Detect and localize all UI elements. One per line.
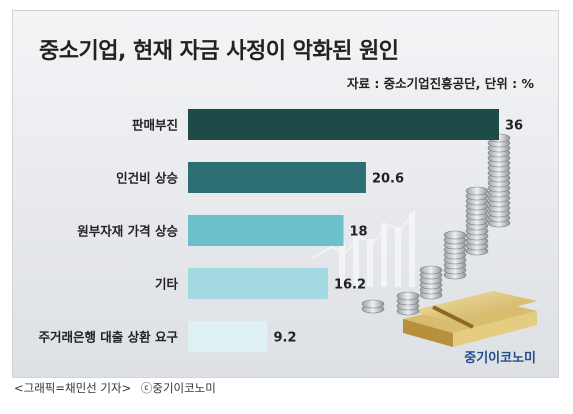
bar xyxy=(188,268,328,299)
publisher-logo: 중기이코노미 xyxy=(464,351,536,366)
coin xyxy=(443,230,467,240)
coin xyxy=(361,299,385,309)
graphic-credit: <그래픽=채민선 기자> xyxy=(14,381,132,395)
value-label: 20.6 xyxy=(372,172,404,187)
value-label: 36 xyxy=(505,119,523,134)
background-chart-panel xyxy=(310,210,416,287)
value-label: 16.2 xyxy=(334,278,366,293)
bar xyxy=(188,321,268,352)
copyright-note: ⓒ중기이코노미 xyxy=(140,381,216,395)
banknote-bundle-illustration xyxy=(403,291,537,347)
bar-chart: 판매부진 36 인건비 상승 20.6 원부자재 가격 상승 18 기타 16.2 주거래은행 … xyxy=(38,109,537,352)
category-label: 기타 xyxy=(155,277,179,292)
category-label: 인건비 상승 xyxy=(116,171,178,186)
infographic-frame: 중소기업, 현재 자금 사정이 악화된 원인 자료 : 중소기업진흥공단, 단위… xyxy=(12,10,559,378)
coin xyxy=(465,186,489,196)
value-label: 18 xyxy=(350,225,368,240)
decorative-finance-illustration xyxy=(310,133,537,347)
bar xyxy=(188,215,344,246)
coin xyxy=(396,291,420,301)
category-label: 원부자재 가격 상승 xyxy=(77,224,178,239)
coin-stacks-illustration xyxy=(361,133,511,316)
bar xyxy=(188,109,499,140)
source-note: 자료 : 중소기업진흥공단, 단위 : % xyxy=(346,76,534,91)
category-label: 주거래은행 대출 상환 요구 xyxy=(38,330,178,345)
category-label: 판매부진 xyxy=(132,118,178,133)
value-label: 9.2 xyxy=(273,331,296,346)
image-caption: <그래픽=채민선 기자> ⓒ중기이코노미 xyxy=(14,380,216,396)
chart-title: 중소기업, 현재 자금 사정이 악화된 원인 xyxy=(39,39,399,64)
bar xyxy=(188,162,366,193)
coin xyxy=(419,265,443,275)
